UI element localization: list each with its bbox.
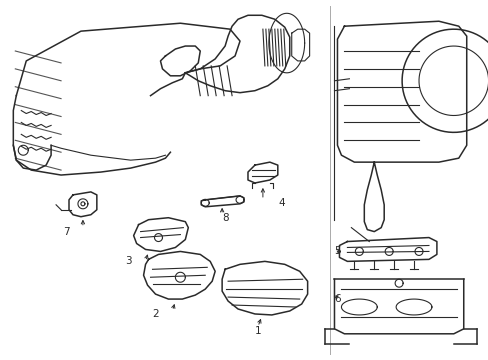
Text: 6: 6: [333, 294, 340, 304]
Text: 8: 8: [222, 213, 228, 223]
Text: 4: 4: [278, 198, 285, 208]
Text: 5: 5: [333, 247, 340, 256]
Text: 2: 2: [152, 309, 159, 319]
Text: 7: 7: [62, 226, 69, 237]
Text: 1: 1: [254, 326, 261, 336]
Text: 3: 3: [125, 256, 132, 266]
